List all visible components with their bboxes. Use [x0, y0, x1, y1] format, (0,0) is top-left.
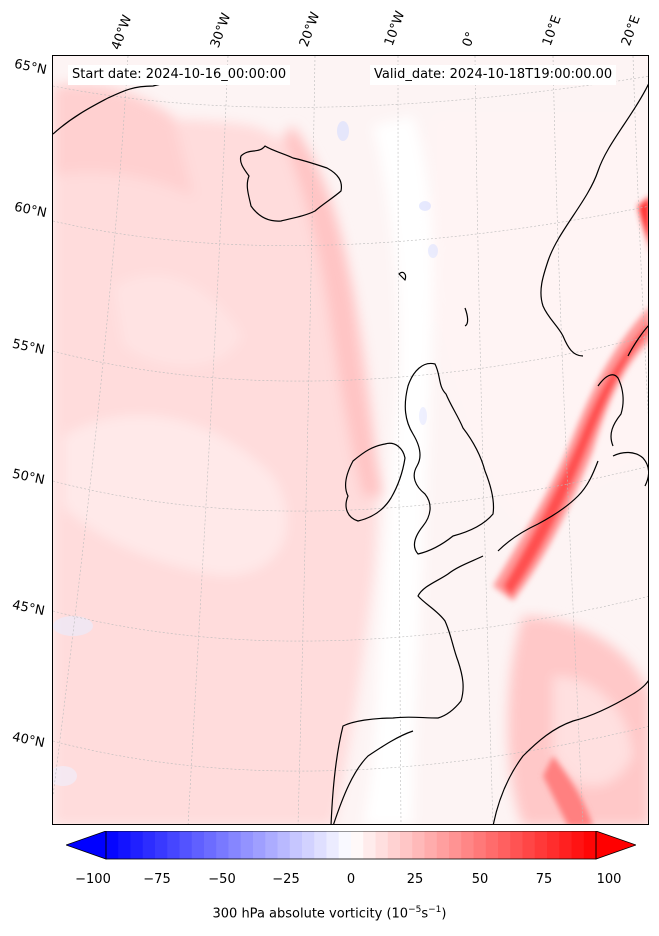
colorbar-segment — [436, 831, 450, 859]
colorbar-segment — [338, 831, 352, 859]
iceland-coast — [239, 145, 343, 222]
lon-label-20w: 20°W — [296, 10, 324, 49]
colorbar-segment — [522, 831, 536, 859]
colorbar-segment — [302, 831, 315, 859]
colorbar-tick: −75 — [143, 872, 171, 887]
colorbar-segment — [179, 831, 193, 859]
colorbar-segment — [130, 831, 144, 859]
colorbar-segment — [106, 831, 119, 859]
france-iberia-coast — [330, 555, 484, 824]
colorbar-label: 300 hPa absolute vorticity (10−5s−1) — [0, 905, 659, 921]
colorbar-label-exp2: −1 — [428, 905, 442, 915]
colorbar-segment — [559, 831, 572, 859]
colorbar-segment — [253, 831, 266, 859]
start-date-label: Start date: 2024-10-16_00:00:00 — [68, 65, 291, 85]
colorbar-segment — [216, 831, 229, 859]
colorbar — [66, 831, 636, 860]
colorbar-tick: 50 — [471, 872, 489, 887]
colorbar-segment — [449, 831, 462, 859]
colorbar-outline — [105, 831, 597, 860]
colorbar-segment — [387, 831, 401, 859]
lat-label-55n: 55°N — [10, 336, 46, 359]
colorbar-tick: −50 — [208, 872, 236, 887]
colorbar-segment — [204, 831, 217, 859]
north-africa-coast — [333, 730, 414, 824]
colorbar-segment — [461, 831, 474, 859]
colorbar-tick: 100 — [596, 872, 622, 887]
colorbar-segment — [289, 831, 303, 859]
lat-label-45n: 45°N — [10, 597, 46, 620]
colorbar-tick: −25 — [272, 872, 300, 887]
colorbar-segment — [351, 831, 364, 859]
colorbar-label-end: ) — [441, 906, 447, 922]
colorbar-segment — [375, 831, 389, 859]
colorbar-segment — [485, 831, 499, 859]
greenland-coast — [53, 80, 174, 135]
colorbar-segment — [240, 831, 254, 859]
colorbar-label-text: 300 hPa absolute vorticity (10 — [212, 906, 409, 922]
colorbar-label-exp1: −5 — [408, 905, 422, 915]
colorbar-segment — [228, 831, 242, 859]
valid-date-label: Valid_date: 2024-10-18T19:00:00.00 — [370, 65, 617, 85]
vorticity-map — [53, 56, 648, 824]
lon-label-10w: 10°W — [381, 9, 409, 48]
colorbar-segment — [191, 831, 205, 859]
colorbar-segment — [547, 831, 560, 859]
graticule — [53, 56, 648, 824]
lat-label-65n: 65°N — [12, 56, 48, 79]
mediterranean-coast — [492, 680, 648, 824]
lat-label-40n: 40°N — [10, 729, 46, 752]
colorbar-segment — [424, 831, 438, 859]
colorbar-tick: 25 — [406, 872, 424, 887]
lon-label-30w: 30°W — [207, 11, 235, 50]
lat-label-50n: 50°N — [10, 466, 46, 489]
colorbar-segment — [571, 831, 585, 859]
ireland-coast — [344, 442, 406, 522]
benelux-coast — [497, 460, 599, 552]
colorbar-segment — [167, 831, 180, 859]
colorbar-segment — [277, 831, 291, 859]
colorbar-segment — [155, 831, 168, 859]
lon-label-10e: 10°E — [539, 13, 565, 49]
lon-label-40w: 40°W — [108, 13, 136, 52]
lon-label-20e: 20°E — [618, 13, 644, 49]
colorbar-segment — [583, 831, 597, 859]
denmark-coast — [597, 374, 624, 447]
colorbar-tick: −100 — [75, 872, 111, 887]
coastlines — [53, 80, 648, 824]
colorbar-tick: 0 — [346, 872, 356, 887]
colorbar-segment — [510, 831, 523, 859]
colorbar-segment — [412, 831, 425, 859]
colorbar-extend-high — [595, 831, 636, 860]
colorbar-segment — [363, 831, 376, 859]
jet-band — [493, 197, 648, 824]
colorbar-tick: 75 — [535, 872, 553, 887]
negative-patches — [53, 121, 438, 786]
great-britain-coast — [404, 362, 495, 555]
colorbar-segment — [118, 831, 131, 859]
colorbar-segment — [142, 831, 156, 859]
colorbar-label-unit: s — [421, 906, 429, 922]
lon-label-0: 0° — [459, 29, 480, 49]
lat-label-60n: 60°N — [12, 199, 48, 222]
colorbar-segment — [400, 831, 413, 859]
colorbar-segment — [326, 831, 340, 859]
colorbar-segment — [534, 831, 548, 859]
map-panel — [52, 55, 649, 825]
colorbar-segment — [473, 831, 487, 859]
colorbar-extend-low — [66, 831, 107, 860]
colorbar-segment — [265, 831, 278, 859]
norway-coast — [540, 83, 648, 357]
colorbar-segment — [314, 831, 327, 859]
colorbar-segments — [106, 831, 597, 859]
colorbar-segment — [498, 831, 511, 859]
